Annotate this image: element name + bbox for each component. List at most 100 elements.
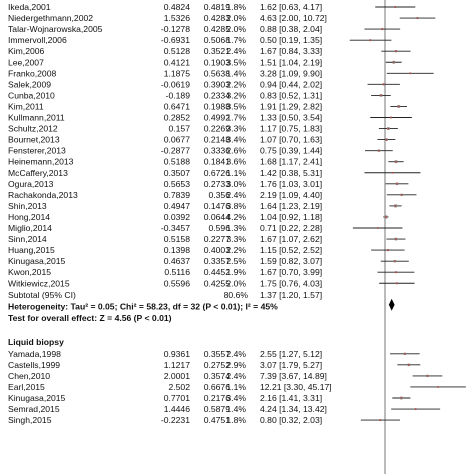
te-value: 0.7839	[164, 190, 191, 200]
point-center	[387, 249, 389, 251]
se-value: 0.2176	[204, 393, 231, 403]
ci-value: 1.75 [0.76, 4.03]	[260, 278, 322, 288]
te-value: 0.5116	[164, 267, 190, 277]
se-value: 0.4992	[204, 113, 231, 123]
te-value: 0.5158	[164, 234, 191, 244]
ci-value: 1.15 [0.52, 2.52]	[260, 245, 322, 255]
point-center	[376, 227, 379, 229]
se-value: 0.4255	[204, 278, 231, 288]
te-value: 0.4121	[164, 57, 191, 67]
study-label: Witkiewicz,2015	[8, 278, 70, 288]
ci-value: 1.67 [0.84, 3.33]	[260, 46, 322, 56]
te-value: 1.1217	[164, 360, 191, 370]
se-value: 0.356	[208, 190, 230, 200]
point-center	[395, 271, 397, 274]
se-value: 0.3557	[204, 349, 231, 359]
se-value: 0.2277	[204, 234, 231, 244]
point-center	[416, 17, 419, 19]
ci-value: 1.68 [1.17, 2.41]	[260, 157, 322, 167]
ci-value: 1.76 [1.03, 3.01]	[260, 179, 322, 189]
weight-value: 2.4%	[226, 349, 246, 359]
se-value: 0.4283	[204, 13, 231, 23]
study-label: Cunba,2010	[8, 90, 55, 100]
study-label: Kinugasa,2015	[8, 393, 66, 403]
weight-value: 3.3%	[226, 124, 246, 134]
te-value: -0.6931	[161, 35, 190, 45]
study-label: Niedergethmann,2002	[8, 13, 93, 23]
point-center	[387, 127, 390, 130]
ci-value: 1.64 [1.23, 2.19]	[260, 201, 322, 211]
weight-value: 2.6%	[226, 146, 246, 156]
weight-value: 1.8%	[226, 2, 246, 12]
point-center	[426, 375, 429, 377]
study-label: Schultz,2012	[8, 124, 58, 134]
te-value: 0.3507	[164, 168, 191, 178]
study-label: Castells,1999	[8, 360, 60, 370]
study-label: Immervoll,2006	[8, 35, 67, 45]
weight-value: 2.5%	[226, 256, 246, 266]
ci-value: 1.91 [1.29, 2.82]	[260, 101, 322, 111]
study-label: Singh,2015	[8, 415, 52, 425]
weight-value: 1.7%	[226, 35, 246, 45]
ci-value: 1.59 [0.82, 3.07]	[260, 256, 322, 266]
te-value: 0.0392	[164, 212, 191, 222]
point-center	[381, 28, 384, 30]
weight-value: 1.1%	[226, 382, 246, 392]
weight-value: 2.4%	[226, 371, 246, 381]
point-center	[397, 105, 400, 108]
study-label: Kwon,2015	[8, 267, 51, 277]
point-center	[414, 408, 417, 410]
ci-value: 1.42 [0.38, 5.31]	[260, 168, 322, 178]
te-value: 0.6471	[164, 101, 191, 111]
study-label: Chen,2010	[8, 371, 50, 381]
subtotal-label: Subtotal (95% CI)	[8, 290, 76, 300]
se-value: 0.1841	[204, 157, 231, 167]
point-center	[400, 194, 403, 196]
weight-value: 2.4%	[226, 190, 246, 200]
ci-value: 2.16 [1.41, 3.31]	[260, 393, 322, 403]
study-label: Kullmann,2011	[8, 113, 65, 123]
te-value: -0.3457	[161, 223, 190, 233]
point-center	[392, 61, 395, 64]
se-value: 0.3574	[204, 371, 231, 381]
weight-value: 2.4%	[226, 46, 246, 56]
point-center	[395, 50, 397, 52]
se-value: 0.1988	[204, 101, 231, 111]
ci-value: 4.63 [2.00, 10.72]	[260, 13, 327, 23]
weight-value: 3.3%	[226, 234, 246, 244]
point-center	[391, 171, 394, 174]
weight-value: 1.9%	[226, 267, 246, 277]
se-value: 0.4285	[204, 24, 231, 34]
study-label: Yamada,1998	[8, 349, 61, 359]
te-value: 0.2852	[164, 113, 191, 123]
se-value: 0.5638	[204, 68, 231, 78]
study-label: Sinn,2014	[8, 234, 47, 244]
weight-value: 1.4%	[226, 68, 246, 78]
se-value: 0.4819	[204, 2, 231, 12]
subtotal-diamond	[388, 298, 395, 311]
study-label: Kinugasa,2015	[8, 256, 66, 266]
te-value: 1.4446	[164, 404, 191, 414]
se-value: 0.0644	[204, 212, 231, 222]
weight-value: 2.0%	[226, 24, 246, 34]
weight-value: 2.0%	[226, 278, 246, 288]
study-label: Hong,2014	[8, 212, 50, 222]
te-value: 2.502	[168, 382, 190, 392]
point-center	[385, 138, 388, 141]
se-value: 0.2269	[204, 124, 231, 134]
te-value: 2.0001	[164, 371, 191, 381]
ci-value: 3.07 [1.79, 5.27]	[260, 360, 322, 370]
weight-value: 3.4%	[226, 393, 246, 403]
study-label: Lee,2007	[8, 57, 44, 67]
ci-value: 2.19 [1.09, 4.40]	[260, 190, 322, 200]
study-label: Kim,2006	[8, 46, 45, 56]
study-label: Fensterer,2013	[8, 146, 66, 156]
ci-value: 7.39 [3.67, 14.89]	[260, 371, 327, 381]
te-value: 1.5326	[164, 13, 191, 23]
weight-value: 1.1%	[226, 168, 246, 178]
study-label: Ogura,2013	[8, 179, 54, 189]
weight-value: 1.8%	[226, 415, 246, 425]
te-value: -0.2877	[161, 146, 190, 156]
weight-value: 1.7%	[226, 113, 246, 123]
se-value: 0.4452	[204, 267, 231, 277]
